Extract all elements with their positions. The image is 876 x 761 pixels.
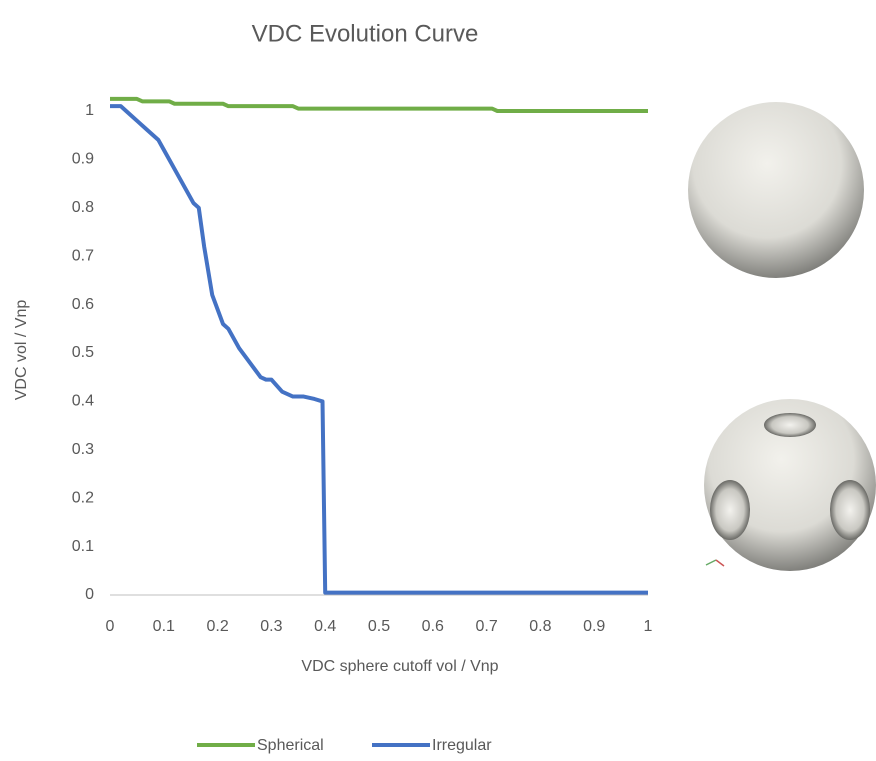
legend-label: Spherical <box>257 737 324 754</box>
x-tick-label: 0.5 <box>368 618 390 635</box>
x-tick-label: 0.8 <box>529 618 551 635</box>
y-tick-label: 0.8 <box>72 199 94 216</box>
y-tick-label: 0.1 <box>72 538 94 555</box>
y-tick-label: 0.2 <box>72 489 94 506</box>
y-tick-label: 0.3 <box>72 441 94 458</box>
chart-title: VDC Evolution Curve <box>252 20 479 47</box>
sphere-image <box>688 102 864 278</box>
x-tick-label: 0 <box>106 618 115 635</box>
y-axis-label: VDC vol / Vnp <box>13 300 30 401</box>
y-tick-label: 0.7 <box>72 247 94 264</box>
irregular-image <box>704 399 876 571</box>
y-tick-label: 0.5 <box>72 344 94 361</box>
x-tick-label: 0.6 <box>422 618 444 635</box>
x-tick-label: 1 <box>644 618 653 635</box>
y-tick-label: 1 <box>85 102 94 119</box>
x-tick-label: 0.1 <box>153 618 175 635</box>
y-tick-label: 0.9 <box>72 151 94 168</box>
x-tick-label: 0.4 <box>314 618 336 635</box>
x-tick-label: 0.3 <box>260 618 282 635</box>
x-tick-label: 0.9 <box>583 618 605 635</box>
series-line <box>110 96 648 113</box>
x-tick-label: 0.2 <box>206 618 228 635</box>
y-tick-label: 0 <box>85 586 94 603</box>
series-line <box>110 104 648 595</box>
y-tick-label: 0.4 <box>72 393 94 410</box>
x-axis-label: VDC sphere cutoff vol / Vnp <box>301 658 498 675</box>
x-tick-label: 0.7 <box>475 618 497 635</box>
legend-label: Irregular <box>432 737 492 754</box>
y-tick-label: 0.6 <box>72 296 94 313</box>
